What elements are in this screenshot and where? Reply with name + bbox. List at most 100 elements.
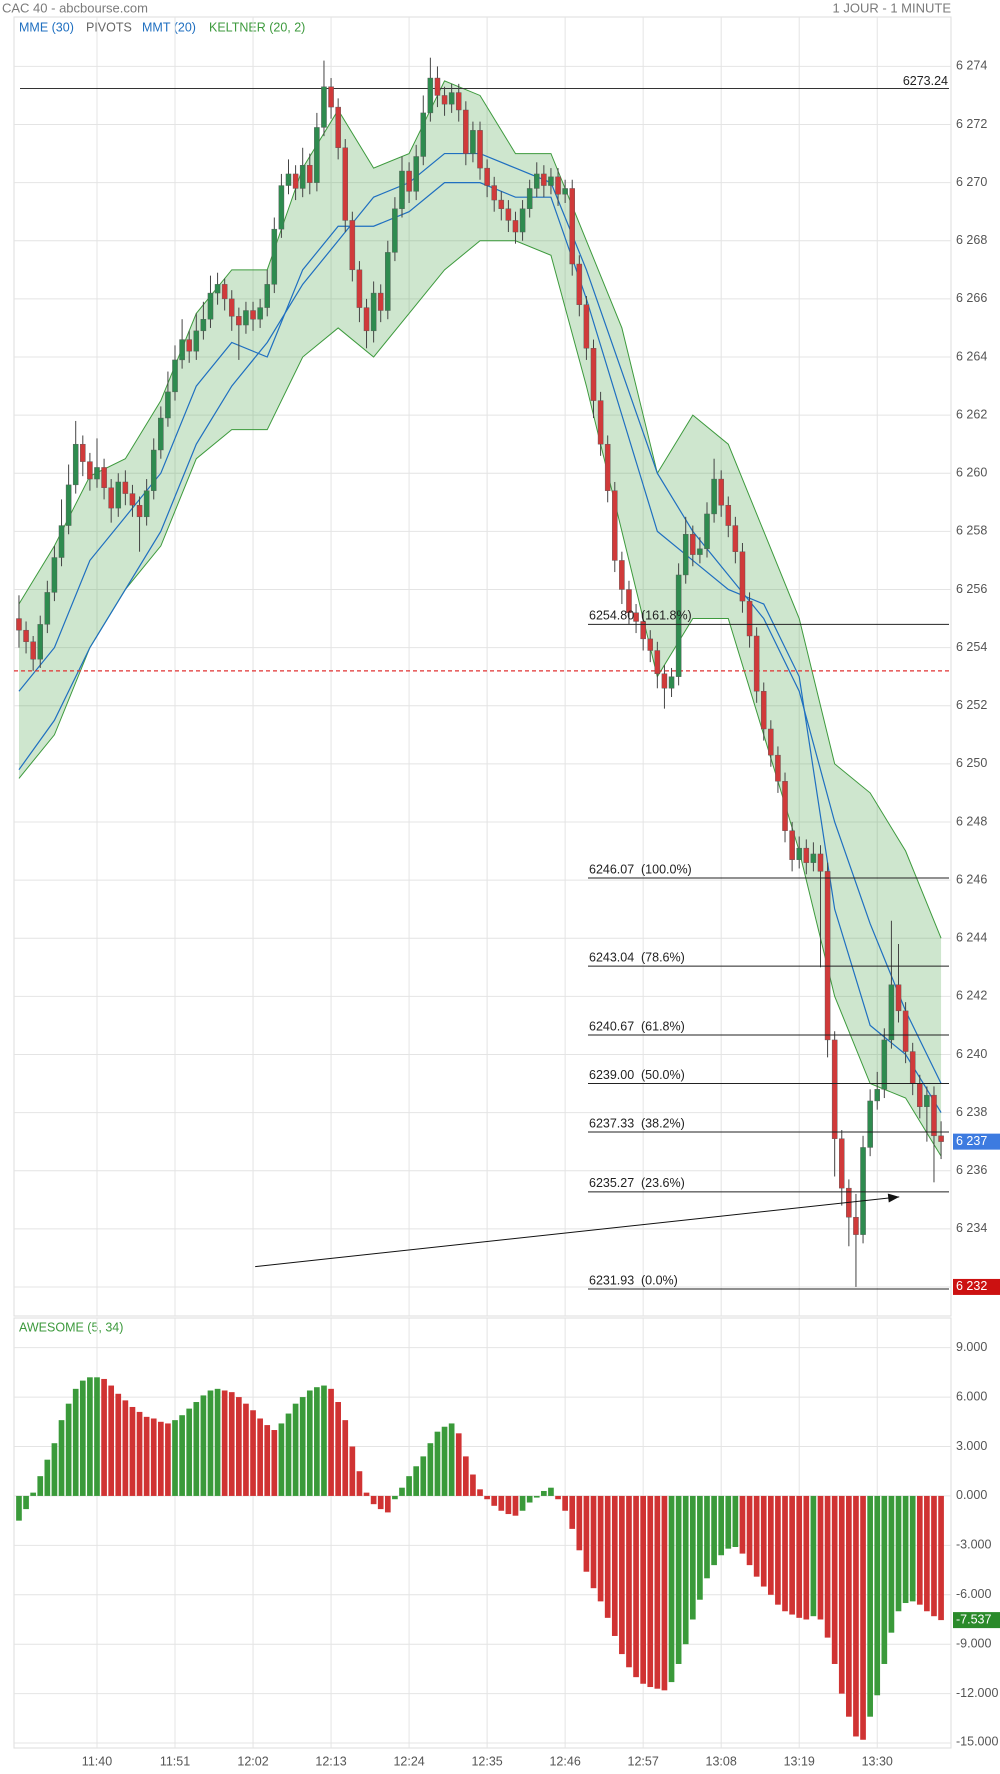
candle-body: [831, 1039, 838, 1139]
oscillator-bar: [938, 1495, 944, 1621]
candle-body: [604, 443, 611, 491]
oscillator-bar: [732, 1495, 739, 1548]
candle-body: [420, 112, 427, 157]
price-marker-label: 6 237: [956, 1134, 987, 1148]
x-tick-label: 12:24: [393, 1754, 424, 1768]
oscillator-bar: [661, 1495, 668, 1691]
oscillator-bar: [228, 1392, 235, 1496]
candle-body: [881, 1039, 888, 1090]
oscillator-bar: [526, 1495, 533, 1503]
candle-body: [321, 86, 327, 128]
oscillator-bar: [924, 1495, 930, 1612]
candle-body: [470, 130, 476, 154]
candle-body: [576, 263, 583, 305]
fib-percent: (38.2%): [641, 1116, 685, 1130]
candle-body: [434, 77, 441, 96]
y-tick-label: 6 236: [956, 1163, 987, 1177]
candle-body: [122, 481, 129, 494]
candle-body: [207, 292, 214, 320]
candle-body: [65, 484, 72, 526]
oscillator-bar: [122, 1400, 129, 1496]
candle-body: [768, 728, 774, 756]
y-tick-label: 3.000: [956, 1439, 987, 1453]
oscillator-bar: [207, 1390, 214, 1496]
candle-body: [356, 269, 363, 308]
candle-body: [803, 847, 810, 863]
candle-body: [682, 534, 689, 576]
oscillator-bar: [172, 1420, 178, 1496]
oscillator-bar: [342, 1420, 349, 1496]
candle-body: [562, 188, 568, 195]
oscillator-bar: [654, 1495, 661, 1689]
fib-price: 6235.27: [589, 1176, 634, 1190]
oscillator-bar: [789, 1495, 795, 1615]
oscillator-bar: [221, 1390, 228, 1496]
candle-body: [58, 525, 65, 558]
legend-entry: KELTNER (20, 2): [209, 20, 305, 34]
oscillator-bar: [165, 1423, 171, 1496]
y-tick-label: 6 258: [956, 524, 987, 538]
oscillator-bar: [590, 1495, 597, 1589]
oscillator-bar: [888, 1495, 895, 1633]
y-tick-label: 6 264: [956, 349, 987, 363]
oscillator-bar: [689, 1495, 696, 1620]
fib-percent: (23.6%): [641, 1176, 685, 1190]
oscillator-bar: [569, 1495, 576, 1529]
candle-body: [541, 173, 547, 186]
candle-body: [526, 188, 533, 209]
oscillator-bar: [278, 1423, 285, 1496]
candle-body: [640, 621, 646, 640]
oscillator-bar: [72, 1388, 79, 1496]
y-tick-label: 9.000: [956, 1340, 987, 1354]
fib-percent: (50.0%): [641, 1068, 685, 1082]
oscillator-bar: [484, 1495, 490, 1500]
candle-body: [229, 298, 235, 317]
oscillator-bar: [314, 1387, 320, 1496]
oscillator-bar: [363, 1492, 370, 1496]
fib-price: 6239.00: [589, 1068, 634, 1082]
oscillator-bar: [718, 1495, 725, 1556]
candle-body: [732, 525, 739, 552]
oscillator-bar: [860, 1495, 866, 1740]
candle-body: [285, 173, 292, 186]
y-tick-label: 6 274: [956, 59, 987, 73]
price-marker-label: 6 232: [956, 1279, 987, 1293]
oscillator-bar: [874, 1495, 881, 1696]
oscillator-title: AWESOME (5, 34): [19, 1320, 123, 1334]
candle-body: [824, 871, 831, 1041]
oscillator-bar: [711, 1495, 717, 1566]
candle-body: [782, 781, 788, 831]
y-tick-label: -12.000: [956, 1686, 998, 1700]
oscillator-bar: [79, 1380, 86, 1496]
oscillator-bar: [321, 1385, 327, 1496]
x-tick-label: 12:02: [237, 1754, 268, 1768]
candle-body: [406, 170, 412, 192]
x-tick-label: 12:35: [471, 1754, 502, 1768]
oscillator-bar: [746, 1495, 753, 1566]
oscillator-bar: [328, 1388, 334, 1496]
y-tick-label: 6 252: [956, 698, 987, 712]
oscillator-bar: [704, 1495, 710, 1579]
y-tick-label: -6.000: [956, 1587, 991, 1601]
oscillator-bar: [853, 1495, 859, 1737]
oscillator-bar: [214, 1388, 221, 1496]
oscillator-bar: [23, 1495, 29, 1510]
oscillator-bar: [604, 1495, 611, 1618]
y-tick-label: -9.000: [956, 1637, 991, 1651]
candle-body: [179, 339, 185, 361]
candle-body: [72, 443, 79, 486]
oscillator-bar: [909, 1495, 916, 1602]
fib-percent: (61.8%): [641, 1019, 685, 1033]
candle-body: [165, 391, 171, 419]
oscillator-bar: [682, 1495, 689, 1645]
candle-body: [555, 176, 561, 195]
candle-body: [839, 1138, 845, 1189]
oscillator-bar: [299, 1397, 306, 1496]
oscillator-bar: [129, 1406, 136, 1496]
oscillator-bar: [810, 1495, 817, 1617]
oscillator-bar: [448, 1423, 455, 1496]
oscillator-bar: [697, 1495, 703, 1600]
x-tick-label: 12:46: [549, 1754, 580, 1768]
candle-body: [534, 173, 540, 189]
